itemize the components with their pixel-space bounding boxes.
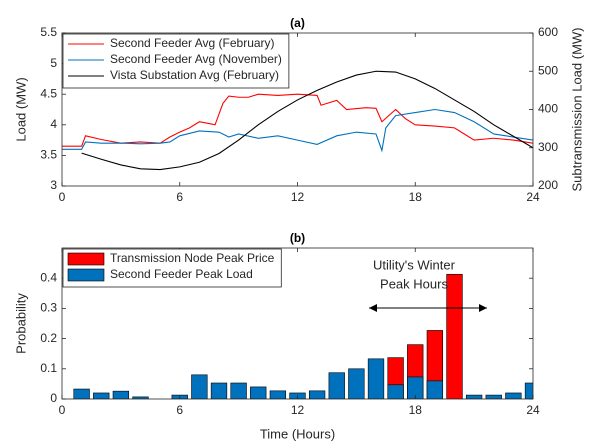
legend-label: Second Feeder Peak Load (110, 267, 253, 281)
panel-title: (b) (290, 231, 305, 245)
y2-tick-label: 400 (538, 102, 558, 116)
x-tick-label: 6 (176, 403, 183, 417)
data-line (62, 108, 533, 153)
y-tick-label: 5 (50, 56, 57, 70)
y-axis-label: Load (MW) (13, 77, 28, 141)
legend-label: Second Feeder Avg (February) (110, 36, 275, 50)
bar (250, 386, 267, 399)
y-tick-label: 0 (50, 391, 57, 405)
x-tick-label: 6 (176, 190, 183, 204)
bar (191, 374, 208, 399)
bar (485, 394, 502, 399)
x-tick-label: 18 (409, 403, 423, 417)
y-tick-label: 0.4 (40, 270, 57, 284)
annotation: Utility's Winter (373, 257, 456, 272)
y-tick-label: 4 (50, 117, 57, 131)
y2-tick-label: 200 (538, 178, 558, 192)
y2-tick-label: 500 (538, 63, 558, 77)
y-axis-label: Probability (13, 293, 28, 354)
x-tick-label: 0 (59, 190, 66, 204)
data-line (81, 70, 533, 171)
bar (407, 376, 424, 399)
x-tick-label: 18 (409, 190, 423, 204)
bar (112, 390, 130, 399)
bar (269, 390, 287, 399)
bar (387, 384, 404, 399)
bar (328, 372, 345, 399)
y-tick-label: 3 (50, 178, 57, 192)
legend: Transmission Node Peak Price Second Feede… (62, 248, 282, 288)
legend: Second Feeder Avg (February) Second Feede… (62, 33, 290, 89)
y-tick-label: 3.5 (40, 148, 57, 162)
y-tick-label: 0.3 (40, 301, 57, 315)
bar (367, 358, 385, 399)
legend-label: Vista Substation Avg (February) (110, 68, 279, 82)
bar (210, 382, 228, 399)
bar (446, 273, 463, 399)
plot-area (62, 248, 533, 399)
bar (93, 392, 110, 399)
bar (73, 388, 90, 399)
y2-axis-label: Subtransmission Load (MW) (569, 28, 584, 192)
bar (308, 390, 326, 399)
bar (505, 392, 522, 399)
y-tick-label: 5.5 (40, 25, 57, 39)
y-tick-label: 0.1 (40, 361, 57, 375)
x-axis-label: Time (Hours) (260, 426, 335, 441)
y-tick-label: 4.5 (40, 86, 57, 100)
x-tick-label: 12 (291, 190, 305, 204)
bar (426, 380, 444, 399)
y2-tick-label: 300 (538, 140, 558, 154)
x-tick-label: 12 (291, 403, 305, 417)
panel-title: (a) (290, 16, 305, 30)
legend-swatch (67, 252, 105, 266)
bar (465, 394, 483, 399)
legend-label: Transmission Node Peak Price (110, 251, 275, 265)
y2-tick-label: 600 (538, 25, 558, 39)
x-tick-label: 0 (59, 403, 66, 417)
bar (348, 368, 365, 399)
x-tick-label: 24 (526, 190, 540, 204)
y-tick-label: 0.2 (40, 331, 57, 345)
legend-swatch (67, 268, 105, 282)
bar (524, 382, 533, 399)
bar (230, 382, 247, 399)
annotation: Peak Hours (380, 276, 448, 291)
legend-label: Second Feeder Avg (November) (110, 52, 282, 66)
x-tick-label: 24 (526, 403, 540, 417)
legend-box (62, 33, 290, 89)
